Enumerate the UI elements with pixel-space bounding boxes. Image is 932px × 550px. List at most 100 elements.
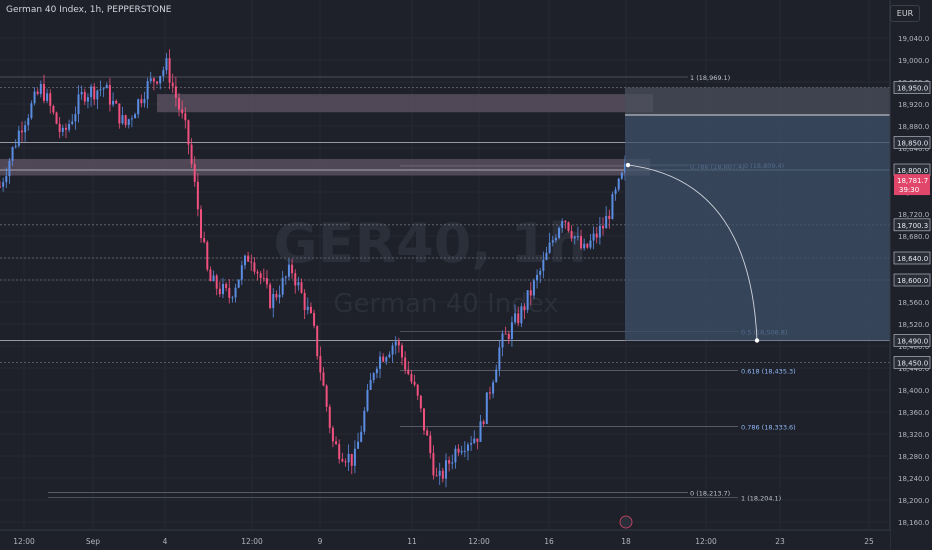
- candle-body: [83, 91, 86, 102]
- candle-body: [74, 114, 77, 122]
- time-tick-label: 18: [621, 537, 631, 546]
- candle-body: [181, 109, 184, 114]
- candle-body: [416, 384, 419, 396]
- candle-body: [498, 347, 501, 370]
- candle-body: [247, 255, 250, 262]
- candle-body: [479, 421, 482, 442]
- currency-button[interactable]: EUR: [890, 5, 920, 22]
- price-tick-label: 18,840.0: [898, 145, 929, 153]
- candle-body: [548, 242, 551, 253]
- price-tick-label: 18,160.0: [898, 519, 929, 527]
- time-axis: 12:00 Sep 4 12:00 9 11 12:00 16 18 12:00 23 25: [0, 515, 890, 550]
- candle-body: [105, 84, 108, 89]
- candle-body: [470, 443, 473, 445]
- candle-body: [68, 123, 71, 130]
- candle-body: [501, 333, 504, 348]
- time-tick-label: 12:00: [13, 537, 35, 546]
- candle-body: [432, 453, 435, 476]
- candle-body: [190, 144, 193, 164]
- candle-body: [80, 91, 83, 95]
- fib-label: 0.786 (18,333.6): [741, 424, 796, 432]
- candle-body: [350, 453, 353, 466]
- candle-body: [278, 294, 281, 298]
- current-price-label: 18,781.7: [897, 177, 928, 185]
- price-tick-label: 18,200.0: [898, 497, 929, 505]
- candle-body: [265, 278, 268, 285]
- candle-body: [96, 90, 99, 100]
- candle-body: [284, 276, 287, 278]
- supply-zones: [0, 94, 653, 176]
- candle-body: [306, 306, 309, 310]
- candle-body: [272, 293, 275, 308]
- price-tick-label: 18,480.0: [898, 343, 929, 351]
- candle-body: [8, 160, 11, 177]
- candle-body: [338, 444, 341, 459]
- candle-body: [401, 345, 404, 358]
- candle-body: [558, 227, 561, 238]
- time-tick-label: 11: [407, 537, 417, 546]
- candle-body: [344, 461, 347, 463]
- candle-body: [27, 118, 30, 126]
- price-tag: [893, 251, 931, 265]
- candle-body: [397, 341, 400, 346]
- candle-body: [234, 287, 237, 298]
- candle-body: [435, 475, 438, 477]
- candle-body: [42, 83, 45, 101]
- candle-body: [193, 163, 196, 182]
- candle-body: [165, 58, 168, 71]
- candle-body: [221, 283, 224, 295]
- candle-body: [385, 357, 388, 362]
- price-tag: [893, 273, 931, 287]
- candle-body: [322, 372, 325, 386]
- candle-body: [429, 435, 432, 454]
- candle-body: [564, 221, 567, 223]
- candle-body: [243, 255, 246, 266]
- candle-body: [102, 88, 105, 90]
- candle-body: [178, 97, 181, 110]
- event-icon[interactable]: [619, 515, 633, 529]
- candle-body: [250, 261, 253, 263]
- time-tick-label: 16: [544, 537, 554, 546]
- candle-body: [507, 333, 510, 339]
- time-axis-bg: [0, 530, 890, 550]
- candle-body: [259, 273, 262, 279]
- price-tick-label: 18,360.0: [898, 409, 929, 417]
- candle-body: [347, 453, 350, 463]
- candle-body: [17, 130, 20, 146]
- candle-body: [294, 273, 297, 286]
- candle-body: [93, 86, 96, 100]
- price-tick-label: 18,240.0: [898, 475, 929, 483]
- candle-body: [90, 86, 93, 98]
- candle-body: [115, 100, 118, 104]
- price-tick-label: 18,560.0: [898, 299, 929, 307]
- candle-body: [206, 242, 209, 270]
- candle-body: [335, 441, 338, 445]
- candle-body: [473, 438, 476, 444]
- fib-label: 0.618 (18,435.3): [741, 368, 796, 376]
- candle-body: [410, 374, 413, 382]
- candle-body: [545, 252, 548, 260]
- candle-body: [454, 448, 457, 463]
- candle-body: [514, 313, 517, 323]
- candle-body: [369, 379, 372, 390]
- time-tick-label: 4: [163, 537, 168, 546]
- candle-body: [391, 345, 394, 355]
- candle-body: [200, 209, 203, 239]
- candle-body: [319, 356, 322, 373]
- candle-body: [419, 395, 422, 409]
- candle-body: [171, 82, 174, 87]
- candle-body: [328, 406, 331, 428]
- candle-body: [130, 118, 133, 120]
- candle-body: [231, 297, 234, 299]
- candle-body: [140, 99, 143, 104]
- candle-body: [529, 290, 532, 296]
- price-tag: [893, 136, 931, 149]
- price-tag-label: 18,450.0: [897, 360, 928, 368]
- candle-body: [539, 270, 542, 275]
- candle-body: [407, 369, 410, 375]
- price-tick-label: 18,920.0: [898, 101, 929, 109]
- candle-body: [441, 470, 444, 479]
- price-tag-label: 18,640.0: [897, 255, 928, 263]
- candle-body: [228, 287, 231, 298]
